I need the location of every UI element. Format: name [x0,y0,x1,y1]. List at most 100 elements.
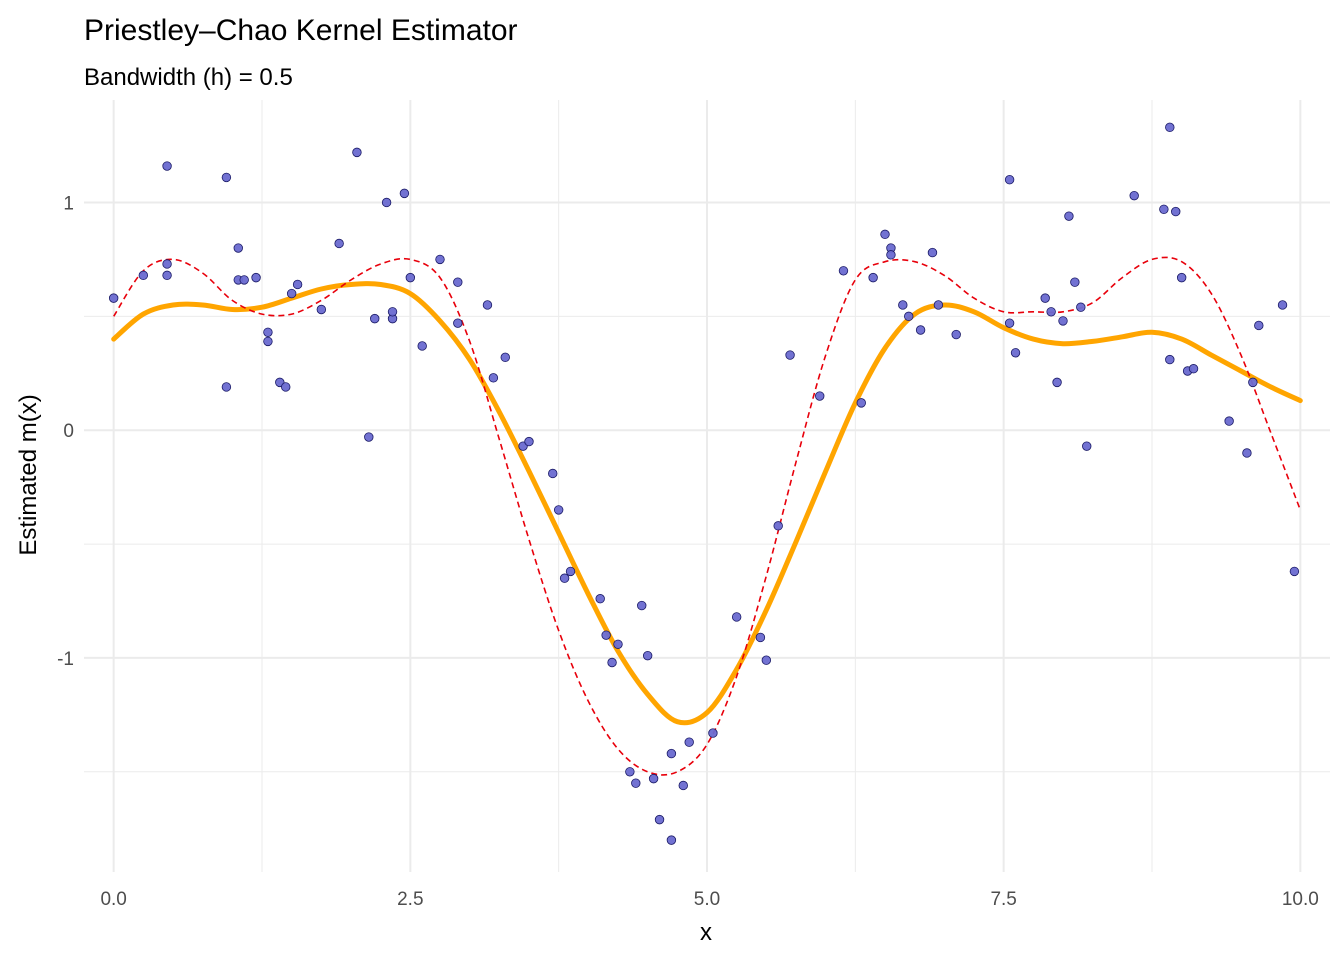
data-point [221,382,232,392]
data-point [773,521,783,531]
x-tick-label: 0.0 [100,889,126,910]
data-point [1070,277,1080,287]
data-point [316,304,327,315]
data-point [251,272,261,283]
data-point [1004,318,1015,328]
data-point [637,600,647,611]
data-point [613,639,623,649]
data-point [654,814,665,825]
data-point [708,728,718,738]
data-point [785,350,795,360]
data-point [453,277,463,287]
data-point [868,272,878,283]
data-point [364,432,374,442]
data-point [838,266,849,276]
data-point [666,835,677,845]
y-tick-label: 0 [63,421,74,442]
data-point [678,780,688,791]
data-point [417,341,427,351]
data-point [162,161,172,171]
data-point [1004,175,1015,185]
data-point [263,336,273,347]
data-point [625,767,635,777]
data-point [755,632,766,643]
data-point [524,436,534,447]
data-point [880,229,890,240]
x-tick-label: 10.0 [1282,889,1319,910]
y-tick-label: 1 [63,193,74,214]
data-point [488,373,499,383]
data-point [548,468,558,479]
data-point [233,243,243,253]
data-point [1171,206,1181,217]
data-point [108,293,119,303]
data-point [453,318,463,328]
data-point [1052,377,1062,388]
data-point [500,352,510,363]
data-point [904,311,914,322]
data-point [1176,272,1187,283]
data-point [559,573,570,583]
data-point [856,398,866,408]
data-point [263,327,273,337]
data-point [1224,416,1234,426]
data-point [1040,293,1050,303]
data-point [1289,566,1300,577]
data-point [405,272,416,283]
data-point [1058,316,1068,326]
data-point [334,238,344,249]
data-point [1064,211,1074,221]
data-point [292,279,303,290]
data-point [162,259,172,269]
data-point [1165,122,1175,133]
y-axis-title: Estimated m(x) [15,394,42,555]
data-point [642,650,653,661]
data-point [631,778,641,788]
data-point [1248,377,1258,388]
data-point [381,197,392,208]
data-point [666,748,677,759]
chart-title: Priestley–Chao Kernel Estimator [84,14,518,47]
x-tick-label: 7.5 [990,889,1016,910]
y-axis-tick-labels: -1 0 1 [57,193,74,669]
data-point [1165,354,1175,365]
data-point [951,329,961,340]
data-point [898,300,908,310]
data-point [286,288,297,299]
data-point [1010,348,1021,358]
data-point [815,391,825,401]
data-point [399,188,410,199]
data-point [607,657,617,668]
data-point [915,325,926,335]
chart-subtitle: Bandwidth (h) = 0.5 [84,64,293,91]
data-point [1159,204,1169,215]
points-layer [108,122,1300,845]
x-axis-title: x [700,919,712,946]
x-tick-label: 5.0 [694,889,720,910]
data-point [1277,300,1288,310]
grid-major-lines [84,100,1330,872]
kernel-estimate-line [111,281,1303,726]
data-point [1242,448,1252,458]
data-point [684,737,694,747]
data-point [281,382,291,392]
data-point [352,147,362,158]
data-point [435,254,445,265]
x-axis-tick-labels: 0.0 2.5 5.0 7.5 10.0 [100,889,1318,910]
data-point [138,270,149,281]
data-point [482,300,493,310]
data-point [731,612,742,622]
data-point [1254,320,1264,331]
data-point [1082,441,1092,451]
data-point [927,247,938,258]
data-point [370,313,380,324]
data-point [239,275,249,285]
data-point [553,505,564,515]
data-point [648,773,659,784]
data-point [886,250,896,260]
x-tick-label: 2.5 [397,889,423,910]
data-point [1046,307,1056,317]
data-point [1188,364,1199,374]
data-point [601,630,611,640]
